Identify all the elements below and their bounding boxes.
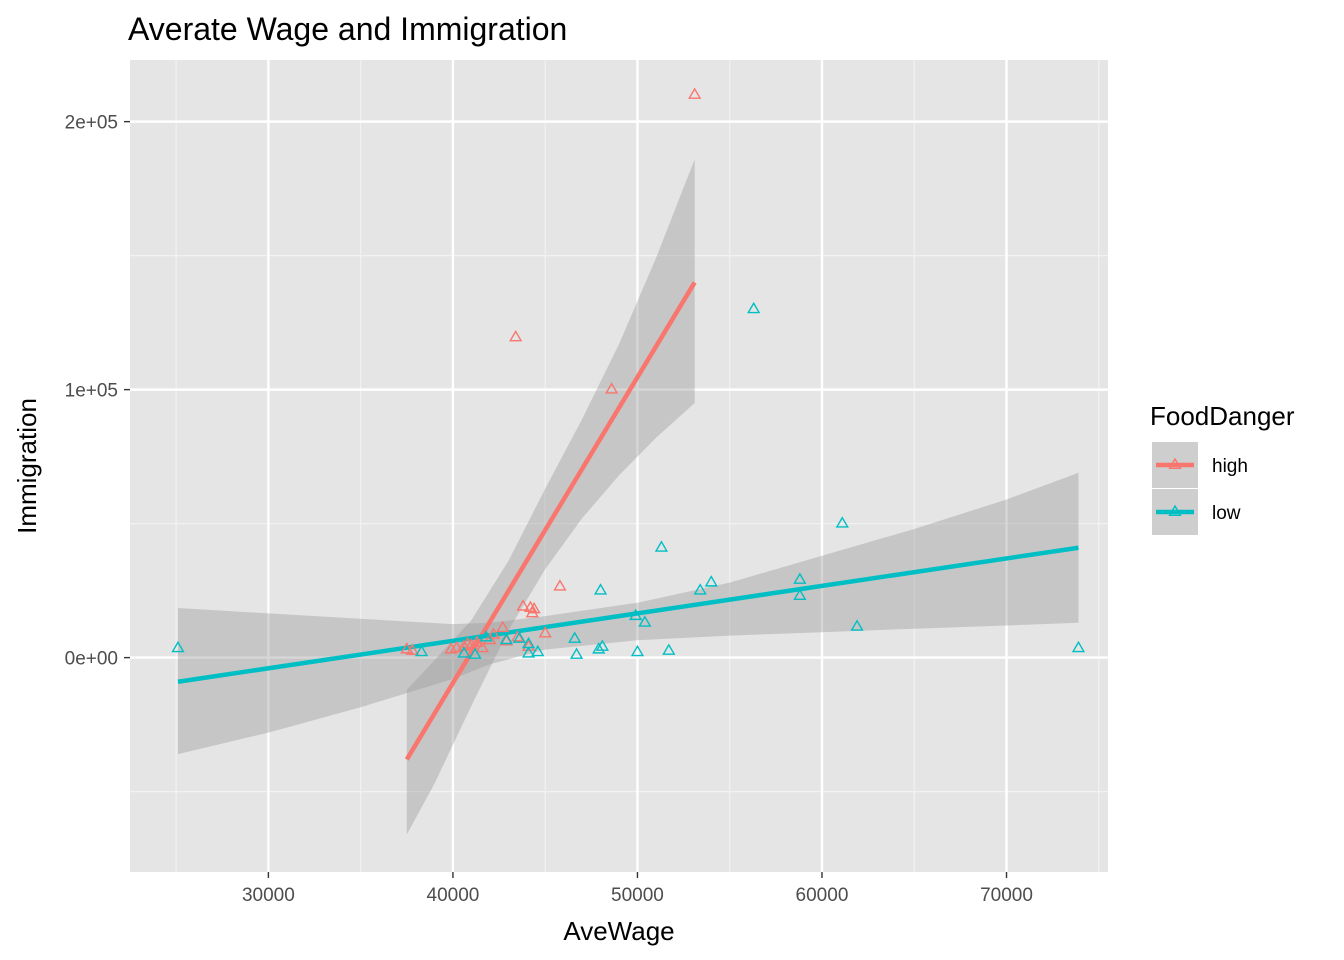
y-tick-label: 1e+05 [65,381,118,402]
plot-panel [130,60,1108,872]
point-high [470,635,484,647]
x-tick-label: 60000 [796,885,849,906]
legend-key-marker-low [1168,504,1182,516]
grid-major [130,60,1108,872]
y-tick-label: 2e+05 [65,113,118,134]
point-low [521,646,536,658]
point-low [592,642,606,654]
x-tick-label: 30000 [242,885,295,906]
legend-key-marker-high [1168,457,1182,469]
trend-lines [177,281,1079,761]
point-high [483,632,497,645]
point-low [793,572,807,584]
point-high [405,643,419,655]
point-low [499,632,514,645]
x-tick-label: 50000 [611,885,664,906]
point-low [457,646,471,658]
point-high [553,579,567,591]
point-low [747,301,761,314]
data-points [171,87,1086,659]
point-high [509,329,523,342]
y-tick-label: 0e+00 [65,649,118,670]
point-low [793,588,807,600]
point-low [569,647,584,659]
point-high [605,382,619,394]
point-high [486,627,501,639]
y-axis-title: Immigration [12,398,42,534]
legend-title: FoodDanger [1150,401,1295,431]
x-axis: 30000 40000 50000 60000 70000 [242,872,1033,906]
point-high [496,620,510,633]
point-low [593,583,608,595]
point-low [693,583,707,595]
point-high [688,87,702,99]
point-high [444,642,458,654]
point-low [638,615,652,627]
point-low [628,608,643,621]
ci-ribbon-high [406,159,695,835]
point-high [457,639,471,651]
point-low [414,644,429,657]
point-low [662,643,676,655]
point-low [835,516,849,528]
trend-line-high [404,281,697,761]
point-low [568,631,582,643]
point-high [525,605,539,618]
x-tick-label: 40000 [427,885,480,906]
point-high [449,640,464,653]
point-low [512,631,526,643]
grid-minor [130,60,1108,872]
point-high [475,640,490,653]
legend: FoodDanger high low [1150,401,1295,535]
point-low [704,575,718,587]
point-low [850,619,864,631]
x-tick-label: 70000 [980,885,1033,906]
trend-line-low [177,545,1079,684]
point-low [654,540,669,552]
point-low [171,640,185,653]
point-low [468,647,482,659]
point-low [531,644,545,657]
x-axis-title: AveWage [563,916,674,946]
point-low [479,630,493,642]
point-high [400,642,414,654]
point-low [1071,640,1086,653]
point-high [464,638,478,650]
point-high [510,630,525,642]
chart-title: Averate Wage and Immigration [128,11,567,47]
y-axis: 0e+00 1e+05 2e+05 [65,113,130,670]
point-high [538,626,552,638]
legend-label-low: low [1212,503,1241,524]
point-high [516,599,530,611]
point-high [521,639,536,651]
legend-label-high: high [1212,456,1248,477]
point-low [630,644,645,657]
point-high [461,636,475,649]
